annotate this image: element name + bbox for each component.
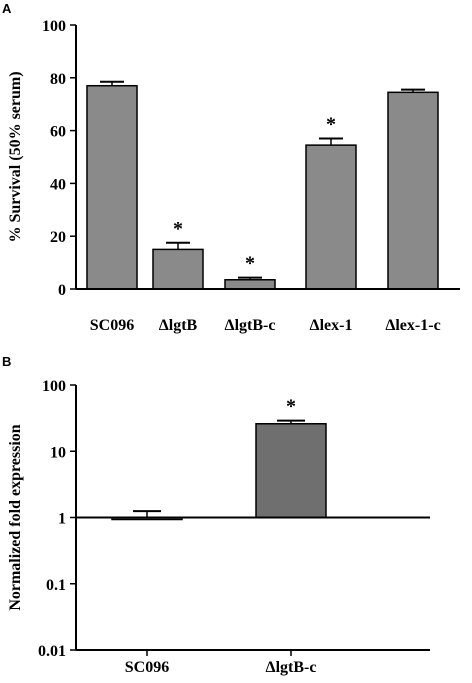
y-tick-label-3: 10	[50, 444, 66, 461]
x-tick-label-2: ΔlgtB-c	[225, 317, 276, 334]
y-tick-label-4: 80	[50, 71, 66, 88]
y-axis-title: Normalized fold expression	[7, 424, 24, 610]
significance-marker-1: *	[286, 396, 296, 418]
y-tick-label-2: 1	[58, 511, 66, 528]
bar-1	[152, 248, 204, 290]
y-tick-label-5: 100	[42, 18, 66, 35]
y-tick-label-1: 0.1	[46, 577, 66, 594]
x-tick-label-1: ΔlgtB	[159, 317, 198, 334]
panel-b-letter: B	[2, 354, 11, 369]
x-tick-label-0: SC096	[90, 317, 134, 334]
y-tick-label-3: 60	[50, 124, 66, 141]
panel-a-letter: A	[2, 1, 12, 16]
y-tick-label-2: 40	[50, 176, 66, 193]
bar-4	[387, 91, 439, 290]
significance-marker-1: *	[173, 218, 183, 240]
bar-0	[86, 84, 138, 290]
y-axis-title: % Survival (50% serum)	[7, 71, 24, 242]
y-tick-label-4: 100	[42, 378, 66, 395]
panel-a-chart: A SC096 * ΔlgtB * ΔlgtB-c * Δlex-1 Δlex-1-c 0 20 4…	[2, 1, 460, 334]
x-tick-label-4: Δlex-1-c	[385, 317, 440, 334]
bar-1	[255, 423, 327, 519]
x-tick-label-0: SC096	[125, 659, 169, 676]
y-tick-label-0: 0	[58, 282, 66, 299]
significance-marker-2: *	[245, 253, 255, 275]
panel-b-chart: B SC096 * ΔlgtB-c 0.01 0.1 1 10 100 Normalized f…	[2, 354, 430, 676]
y-tick-label-1: 20	[50, 229, 66, 246]
y-tick-label-0: 0.01	[38, 643, 66, 660]
significance-marker-3: *	[326, 114, 336, 136]
bar-2	[224, 279, 276, 290]
x-tick-label-3: Δlex-1	[310, 317, 353, 334]
x-tick-label-1: ΔlgtB-c	[266, 659, 317, 676]
bar-3	[305, 144, 357, 290]
